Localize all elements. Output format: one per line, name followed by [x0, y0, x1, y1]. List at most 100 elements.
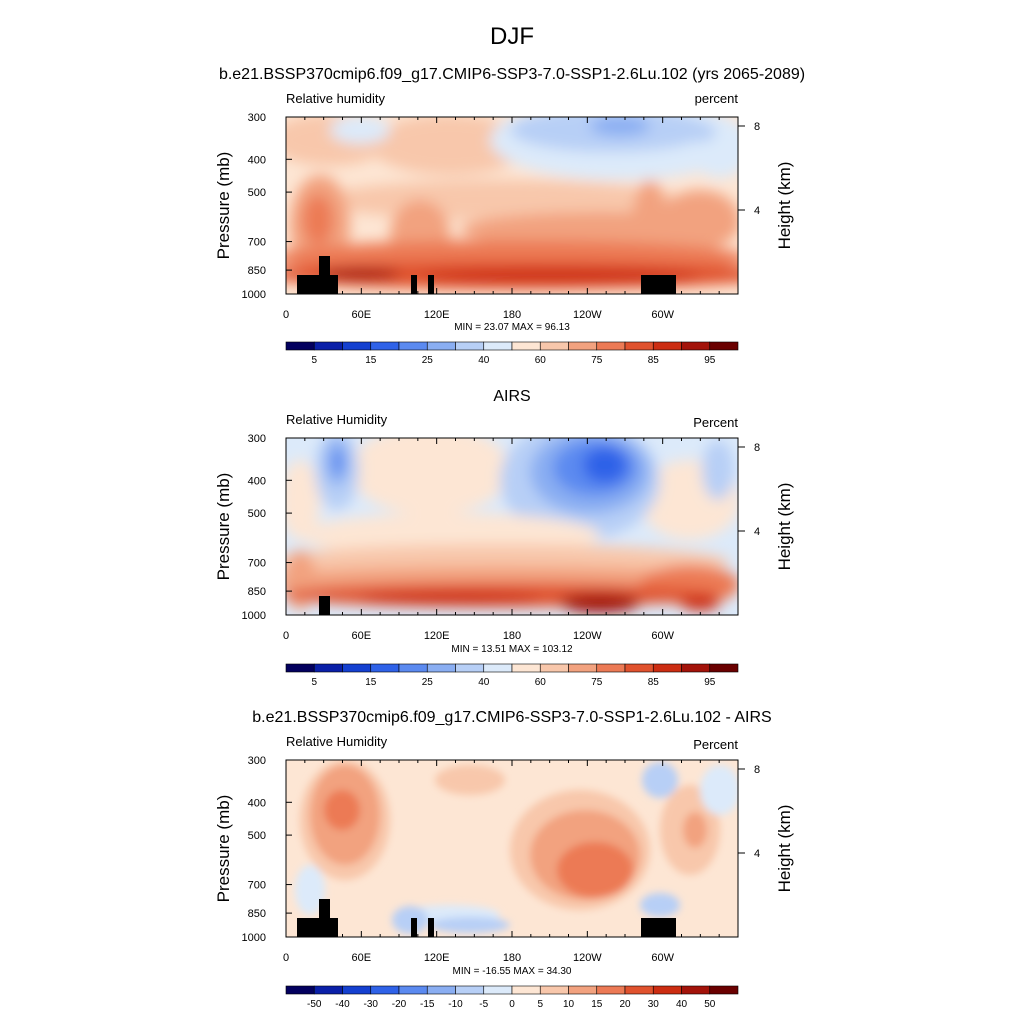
colorbar-swatch [313, 341, 343, 351]
colorbar-label: 50 [704, 999, 716, 1010]
panel-1: b.e21.BSSP370cmip6.f09_g17.CMIP6-SSP3-7.… [214, 66, 805, 366]
contour-field [286, 760, 738, 937]
colorbar-swatch [681, 663, 711, 673]
colorbar-swatch [313, 663, 343, 673]
x-tick-label: 120W [573, 630, 602, 642]
x-tick-label: 120E [424, 309, 450, 321]
x-tick-label: 120E [424, 630, 450, 642]
colorbar-swatch [652, 663, 682, 673]
x-tick-label: 60W [651, 630, 674, 642]
x-tick-label: 0 [283, 630, 289, 642]
y-axis-label: Pressure (mb) [214, 473, 233, 581]
x-tick-label: 60E [352, 630, 372, 642]
y-axis-label: Pressure (mb) [214, 795, 233, 903]
y-tick-label: 850 [248, 908, 266, 920]
colorbar-swatch [455, 663, 485, 673]
y-tick-label: 300 [248, 433, 266, 445]
panel-3: b.e21.BSSP370cmip6.f09_g17.CMIP6-SSP3-7.… [214, 709, 794, 1010]
figure-title: DJF [490, 23, 534, 50]
colorbar-swatch [455, 985, 485, 995]
x-tick-label: 0 [283, 309, 289, 321]
x-tick-label: 60W [651, 952, 674, 964]
units-label: Percent [693, 415, 738, 430]
y2-tick-label: 4 [754, 848, 760, 860]
y-tick-label: 500 [248, 830, 266, 842]
y2-axis-label: Height (km) [775, 483, 794, 571]
y-tick-label: 1000 [242, 289, 266, 301]
x-tick-label: 120W [573, 952, 602, 964]
colorbar-label: 0 [509, 999, 515, 1010]
colorbar-swatch [539, 663, 569, 673]
colorbar: -50 -40 -30 -20 -15 -10 -5 0 5 10 15 20 30 40 50 [285, 985, 739, 1010]
colorbar-swatch [398, 985, 428, 995]
colorbar-label: 15 [591, 999, 603, 1010]
colorbar-label: 25 [422, 677, 434, 688]
colorbar-swatch [342, 985, 372, 995]
colorbar-swatch [342, 341, 372, 351]
colorbar-swatch [596, 341, 626, 351]
colorbar-swatch [370, 985, 400, 995]
x-tick-label: 60W [651, 309, 674, 321]
colorbar-swatch [709, 663, 739, 673]
x-tick-label: 180 [503, 309, 521, 321]
colorbar-label: -10 [448, 999, 463, 1010]
colorbar-label: 15 [365, 355, 377, 366]
colorbar-swatch [681, 341, 711, 351]
colorbar-swatch [568, 663, 598, 673]
colorbar-swatch [426, 985, 456, 995]
colorbar-label: 15 [365, 677, 377, 688]
colorbar-label: 5 [537, 999, 543, 1010]
y-tick-label: 400 [248, 154, 266, 166]
panel-title: b.e21.BSSP370cmip6.f09_g17.CMIP6-SSP3-7.… [252, 709, 771, 726]
colorbar-swatch [426, 663, 456, 673]
y-tick-label: 850 [248, 265, 266, 277]
colorbar-swatch [568, 985, 598, 995]
colorbar-label: -20 [392, 999, 407, 1010]
y-tick-label: 700 [248, 558, 266, 570]
colorbar-label: 40 [676, 999, 688, 1010]
colorbar-swatch [596, 985, 626, 995]
colorbar-swatch [511, 663, 541, 673]
contour-field [286, 117, 738, 294]
colorbar-label: 10 [563, 999, 575, 1010]
variable-label: Relative Humidity [286, 734, 388, 749]
min-max-label: MIN = 23.07 MAX = 96.13 [454, 322, 570, 333]
y-tick-label: 700 [248, 880, 266, 892]
colorbar-swatch [398, 663, 428, 673]
x-tick-label: 60E [352, 952, 372, 964]
y-tick-label: 1000 [242, 610, 266, 622]
colorbar-label: 60 [535, 355, 547, 366]
panel-title: AIRS [493, 388, 530, 405]
y-tick-label: 850 [248, 586, 266, 598]
colorbar-label: 5 [311, 355, 317, 366]
colorbar-swatch [370, 663, 400, 673]
colorbar-swatch [398, 341, 428, 351]
y2-axis-label: Height (km) [775, 805, 794, 893]
colorbar-swatch [342, 663, 372, 673]
colorbar-label: 75 [591, 355, 603, 366]
units-label: percent [695, 91, 739, 106]
colorbar-swatch [285, 985, 315, 995]
contour-field [286, 438, 738, 615]
colorbar-swatch [681, 985, 711, 995]
colorbar-label: 95 [704, 355, 716, 366]
min-max-label: MIN = 13.51 MAX = 103.12 [451, 644, 573, 655]
colorbar-swatch [426, 341, 456, 351]
min-max-label: MIN = -16.55 MAX = 34.30 [453, 966, 572, 977]
colorbar-label: -40 [335, 999, 350, 1010]
variable-label: Relative Humidity [286, 412, 388, 427]
y2-tick-label: 4 [754, 205, 760, 217]
y-tick-label: 500 [248, 508, 266, 520]
colorbar-swatch [483, 341, 513, 351]
colorbar-label: 95 [704, 677, 716, 688]
colorbar-label: -15 [420, 999, 435, 1010]
colorbar-swatch [652, 341, 682, 351]
colorbar-label: 85 [648, 355, 660, 366]
colorbar-label: -50 [307, 999, 322, 1010]
y-tick-label: 400 [248, 475, 266, 487]
colorbar: 5 15 25 40 60 75 85 95 [285, 341, 739, 366]
colorbar-label: -30 [364, 999, 379, 1010]
colorbar-swatch [709, 341, 739, 351]
y-tick-label: 1000 [242, 932, 266, 944]
